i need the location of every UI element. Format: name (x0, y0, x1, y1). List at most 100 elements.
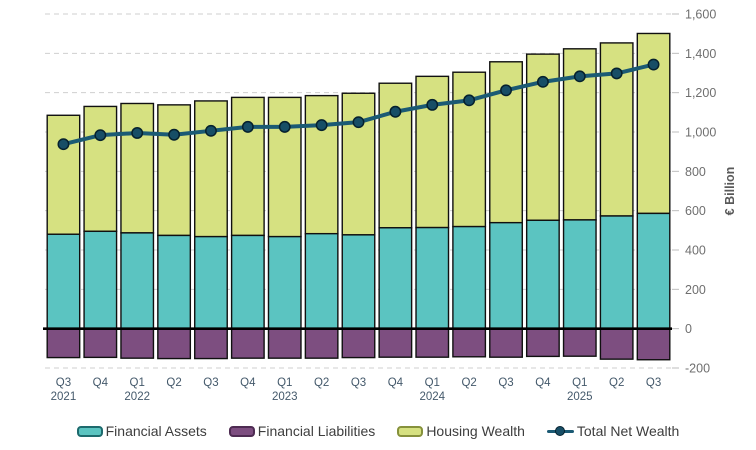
bar-segment-housing-wealth[interactable] (304, 94, 339, 235)
bar-segment-financial-assets[interactable] (599, 215, 634, 330)
legend-item-total-net-wealth[interactable]: Total Net Wealth (546, 423, 679, 439)
legend-label-housing-wealth: Housing Wealth (426, 423, 525, 439)
bar-segment-financial-liabilities[interactable] (415, 327, 450, 358)
x-axis-quarter-label: Q3 (646, 377, 661, 389)
x-axis-quarter-label: Q1 (277, 377, 292, 389)
bar-segment-financial-liabilities[interactable] (267, 327, 302, 359)
bar-segment-housing-wealth[interactable] (46, 114, 81, 235)
bar-segment-housing-wealth[interactable] (157, 104, 192, 237)
x-axis-quarter-label: Q2 (609, 377, 624, 389)
bar-segment-financial-liabilities[interactable] (562, 327, 597, 357)
y-axis-title: € Billion (723, 167, 737, 216)
bar-segment-financial-assets[interactable] (341, 234, 376, 330)
bar-segment-financial-liabilities[interactable] (304, 327, 339, 359)
bar-segment-financial-assets[interactable] (415, 226, 450, 330)
bar-segment-financial-assets[interactable] (304, 232, 339, 330)
bar-segment-financial-assets[interactable] (267, 235, 302, 330)
x-axis-quarter-label: Q3 (203, 377, 218, 389)
financial-assets-swatch-icon (76, 425, 103, 437)
bar-segment-financial-assets[interactable] (525, 219, 560, 330)
total-net-wealth-point[interactable] (168, 128, 181, 141)
legend-item-housing-wealth[interactable]: Housing Wealth (397, 423, 525, 439)
total-net-wealth-point[interactable] (389, 105, 402, 118)
bar-segment-financial-assets[interactable] (489, 221, 523, 330)
legend-label-financial-liabilities: Financial Liabilities (257, 423, 376, 439)
bar-segment-financial-liabilities[interactable] (46, 327, 81, 359)
bar-segment-financial-liabilities[interactable] (636, 327, 671, 361)
y-axis-tick-label: 1,200 (685, 86, 716, 100)
bar-segment-financial-assets[interactable] (452, 225, 487, 330)
total-net-wealth-point[interactable] (426, 98, 439, 111)
legend-item-financial-assets[interactable]: Financial Assets (76, 423, 207, 439)
bar-segment-financial-liabilities[interactable] (599, 327, 634, 360)
bar-segment-financial-assets[interactable] (194, 235, 228, 330)
total-net-wealth-point[interactable] (205, 124, 217, 137)
bar-segment-financial-assets[interactable] (120, 232, 155, 330)
total-net-wealth-point[interactable] (500, 84, 512, 97)
x-axis-year-label: 2021 (51, 391, 77, 403)
bar-segment-financial-assets[interactable] (46, 233, 81, 330)
x-axis-year-label: 2023 (272, 391, 298, 403)
y-axis-tick-label: 0 (685, 322, 692, 336)
bar-segment-financial-liabilities[interactable] (378, 327, 413, 358)
bar-segment-financial-assets[interactable] (83, 230, 118, 330)
bar-segment-housing-wealth[interactable] (194, 100, 228, 238)
x-axis-quarter-label: Q1 (130, 377, 145, 389)
chart-legend: Financial Assets Financial Liabilities H… (0, 413, 756, 449)
y-axis-tick-label: 800 (685, 165, 706, 179)
total-net-wealth-point[interactable] (610, 67, 623, 80)
bar-segment-financial-liabilities[interactable] (194, 327, 228, 360)
x-axis-quarter-label: Q4 (388, 377, 404, 389)
bar-segment-financial-liabilities[interactable] (120, 327, 155, 359)
y-axis-tick-label: 600 (685, 204, 706, 218)
x-axis-quarter-label: Q2 (314, 377, 329, 389)
bar-segment-financial-liabilities[interactable] (489, 327, 523, 358)
total-net-wealth-point[interactable] (536, 75, 549, 88)
total-net-wealth-point[interactable] (573, 70, 586, 83)
housing-wealth-swatch-icon (397, 425, 424, 437)
x-axis-quarter-label: Q3 (498, 377, 513, 389)
total-net-wealth-point[interactable] (241, 120, 254, 133)
bar-segment-housing-wealth[interactable] (341, 92, 376, 236)
x-axis-year-label: 2025 (567, 391, 593, 403)
x-axis-quarter-label: Q2 (461, 377, 476, 389)
bar-segment-financial-liabilities[interactable] (157, 327, 192, 360)
bar-segment-housing-wealth[interactable] (230, 96, 265, 237)
y-axis-tick-label: 400 (685, 244, 706, 258)
bar-segment-financial-liabilities[interactable] (230, 327, 265, 359)
total-net-wealth-point[interactable] (131, 127, 144, 139)
total-net-wealth-point[interactable] (647, 58, 660, 71)
y-axis-tick-label: 200 (685, 283, 706, 297)
x-axis-quarter-label: Q4 (93, 377, 109, 389)
bar-segment-housing-wealth[interactable] (378, 82, 413, 229)
bar-segment-financial-assets[interactable] (562, 219, 597, 330)
y-axis-tick-label: 1,600 (685, 8, 716, 22)
bar-segment-financial-assets[interactable] (230, 234, 265, 330)
bar-segment-housing-wealth[interactable] (83, 105, 118, 233)
bar-segment-financial-liabilities[interactable] (341, 327, 376, 359)
x-axis-quarter-label: Q1 (425, 377, 440, 389)
y-axis-tick-label: 1,000 (685, 126, 716, 140)
line-marker-icon (546, 425, 574, 438)
bar-segment-financial-liabilities[interactable] (452, 327, 487, 358)
total-net-wealth-point[interactable] (94, 129, 107, 142)
bar-segment-housing-wealth[interactable] (120, 102, 155, 234)
y-axis-tick-label: 1,400 (685, 47, 716, 61)
total-net-wealth-point[interactable] (352, 116, 365, 129)
financial-liabilities-swatch-icon (228, 425, 255, 437)
bar-segment-financial-assets[interactable] (378, 227, 413, 330)
x-axis-quarter-label: Q1 (572, 377, 587, 389)
total-net-wealth-point[interactable] (57, 138, 70, 151)
bar-segment-financial-liabilities[interactable] (83, 327, 118, 359)
bar-segment-financial-assets[interactable] (636, 212, 671, 330)
x-axis-year-label: 2022 (124, 391, 150, 403)
bar-segment-housing-wealth[interactable] (267, 96, 302, 238)
total-net-wealth-point[interactable] (278, 120, 291, 133)
bar-segment-financial-assets[interactable] (157, 234, 192, 330)
total-net-wealth-point[interactable] (463, 94, 476, 107)
bar-segment-financial-liabilities[interactable] (525, 327, 560, 358)
legend-item-financial-liabilities[interactable]: Financial Liabilities (228, 423, 376, 439)
total-net-wealth-point[interactable] (315, 119, 328, 132)
x-axis-quarter-label: Q2 (166, 377, 181, 389)
